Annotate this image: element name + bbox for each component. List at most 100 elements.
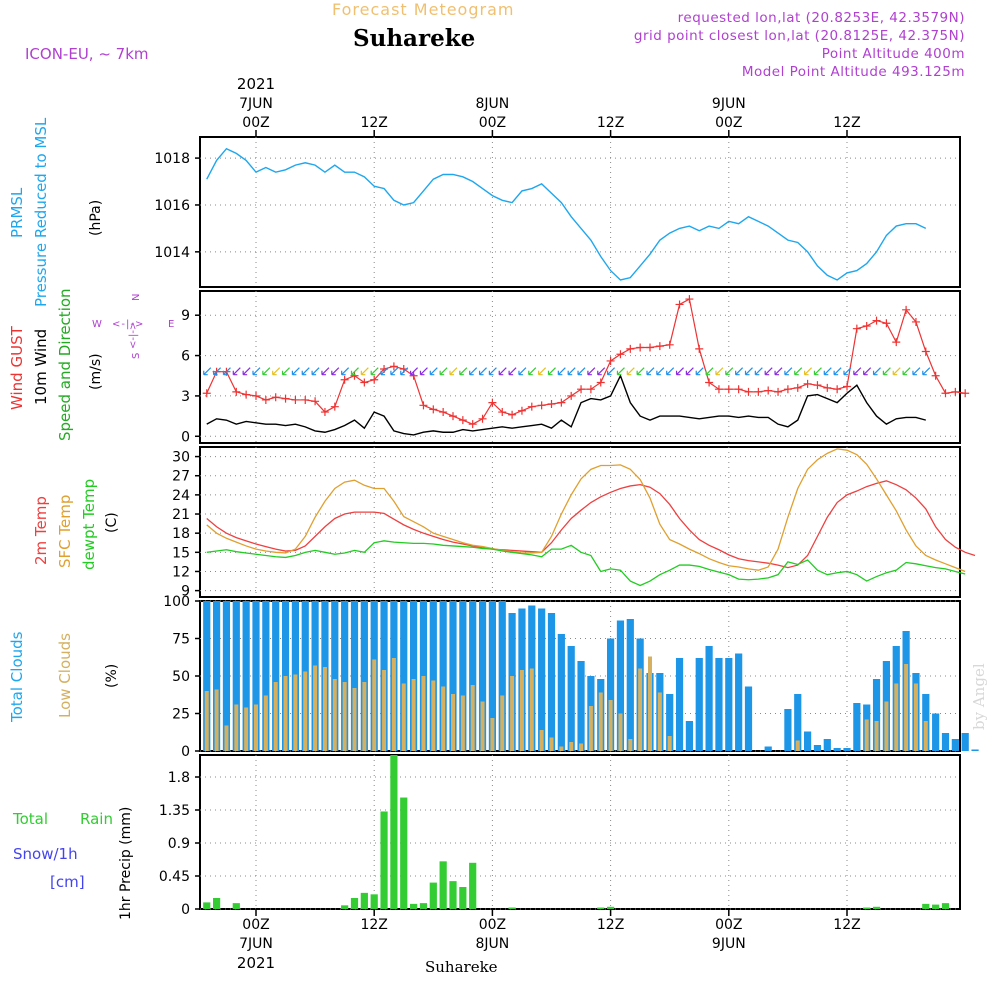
wind-gust-marker — [902, 305, 911, 314]
low-cloud-bar — [441, 686, 446, 751]
total-cloud-bar — [607, 638, 615, 751]
wind-gust-marker — [754, 387, 763, 396]
low-cloud-bar — [431, 680, 436, 751]
wind-direction-arrow — [232, 367, 241, 376]
wind-direction-arrow — [922, 367, 931, 376]
low-cloud-bar — [608, 700, 613, 751]
y-tick-label: 0.9 — [168, 836, 190, 852]
y-tick-label: 9 — [181, 308, 190, 324]
wind-gust-marker — [478, 414, 487, 423]
low-cloud-bar — [598, 692, 603, 751]
wind-direction-arrow — [764, 367, 773, 376]
low-cloud-bar — [480, 701, 485, 751]
temp-2m-line — [206, 480, 976, 569]
wind-direction-arrow — [419, 367, 428, 376]
wind-direction-arrow — [311, 367, 320, 376]
total-cloud-bar — [567, 646, 575, 751]
wind-direction-arrow — [203, 367, 212, 376]
model-label: ICON-EU, ~ 7km — [25, 45, 149, 63]
total-cloud-bar — [971, 749, 979, 751]
wind-direction-arrow — [380, 367, 389, 376]
wind-direction-arrow — [252, 367, 261, 376]
total-cloud-bar — [843, 748, 851, 751]
wind-direction-arrow — [813, 367, 822, 376]
low-cloud-bar — [500, 695, 505, 751]
total-cloud-bar — [764, 746, 772, 751]
total-cloud-bar — [488, 601, 496, 751]
wind-direction-arrow — [459, 367, 468, 376]
low-cloud-bar — [579, 743, 584, 751]
total-cloud-bar — [203, 601, 211, 751]
wind-gust-marker — [606, 356, 615, 365]
wind-direction-arrow — [863, 367, 872, 376]
y-tick-label: 0 — [181, 429, 190, 445]
wind-gust-marker — [498, 408, 507, 417]
low-cloud-bar — [362, 682, 367, 751]
total-cloud-bar — [872, 679, 881, 751]
total-cloud-bar — [784, 709, 792, 751]
wind-direction-arrow — [262, 367, 271, 376]
wind-gust-marker — [961, 389, 970, 398]
low-cloud-bar — [795, 740, 800, 751]
total-cloud-bar — [262, 601, 270, 751]
wind-direction-arrow — [587, 367, 596, 376]
wind-direction-arrow — [892, 367, 901, 376]
panel-frame-temp — [199, 446, 961, 598]
total-cloud-bar — [626, 619, 634, 751]
wind-gust-marker — [252, 391, 260, 400]
low-cloud-bar — [382, 670, 387, 751]
y-tick-label: 75 — [172, 632, 190, 648]
compass-ew-arrow: <-|-> — [112, 319, 145, 330]
total-cloud-bar — [853, 703, 861, 751]
rain-bar — [341, 905, 349, 909]
wind-gust-marker — [783, 385, 792, 394]
y-tick-label: 18 — [172, 526, 190, 542]
wind-direction-arrow — [400, 367, 409, 376]
total-cloud-bar — [715, 658, 723, 751]
wind-gust-marker — [488, 398, 497, 407]
wind-gust-line — [206, 298, 966, 425]
low-cloud-bar — [510, 676, 515, 751]
wind-gust-marker — [577, 385, 586, 394]
wind-gust-marker — [675, 300, 684, 309]
compass-east: E — [168, 319, 175, 330]
y-tick-label: 6 — [181, 349, 190, 365]
total-cloud-bar — [813, 745, 822, 751]
total-cloud-bar — [744, 686, 753, 751]
wind-gust-marker — [281, 394, 290, 403]
total-cloud-bar — [951, 739, 959, 751]
wind-direction-arrow — [833, 367, 842, 376]
wind-direction-arrow — [242, 367, 251, 376]
wind-gust-marker — [911, 317, 920, 326]
total-cloud-bar — [459, 601, 467, 751]
wind-direction-arrow — [557, 367, 566, 376]
top-time-label: 12Z — [360, 115, 387, 131]
y-tick-label: 1018 — [154, 151, 190, 167]
rain-bar — [350, 898, 359, 909]
wind-gust-marker — [843, 382, 851, 391]
wind-direction-arrow — [616, 367, 625, 376]
wind-direction-arrow — [912, 367, 921, 376]
total-cloud-bar — [341, 601, 349, 751]
wind-gust-marker — [360, 378, 369, 387]
low-cloud-bar — [411, 679, 416, 751]
low-cloud-bar — [559, 746, 564, 751]
wind-direction-arrow — [370, 367, 379, 376]
bottom-year-label: 2021 — [237, 954, 275, 972]
wind-direction-arrow — [882, 367, 891, 376]
wind-gust-marker — [872, 316, 881, 325]
top-time-label: 00Z — [242, 115, 269, 131]
wind-direction-arrow — [410, 367, 419, 376]
low-cloud-bar — [470, 685, 475, 751]
rain-bar — [941, 903, 950, 909]
low-cloud-bar — [332, 679, 337, 751]
y-tick-label: 9 — [181, 584, 190, 600]
wind-direction-arrow — [341, 367, 350, 376]
total-cloud-bar — [350, 601, 359, 751]
wind-gust-marker — [823, 383, 832, 392]
wind-gust-marker — [468, 420, 477, 429]
wind-direction-arrow — [518, 367, 527, 376]
total-cloud-bar — [222, 601, 231, 751]
bottom-time-label: 00Z — [479, 917, 506, 933]
